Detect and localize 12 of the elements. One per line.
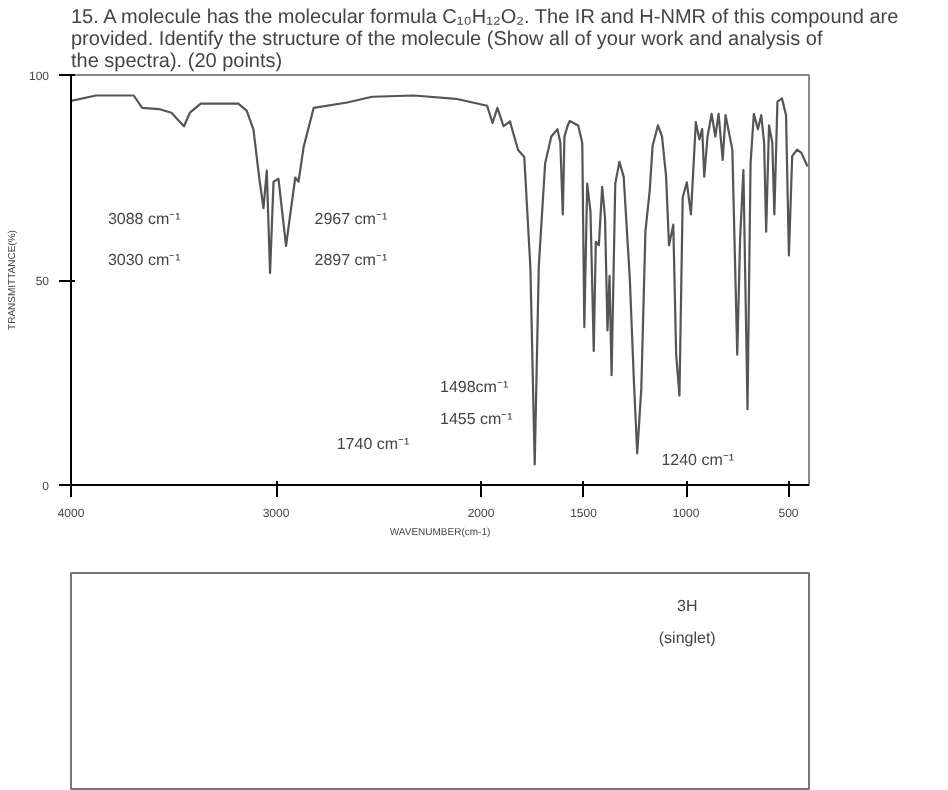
text: (singlet) [658,629,717,648]
line-series [71,94,809,466]
annotation: 2897 cm⁻¹ [314,250,388,269]
annotation: 1740 cm⁻¹ [336,435,411,453]
annotation: 2967 cm⁻¹ [314,209,388,228]
chart-title: 15. A molecule has the molecular formula C₁₀H₁₂O₂. The IR and H-NMR of this compound are provided. Identify the structure of the molecule (Show all of your work and analysis of the spectra). (20 points) [71,7,900,73]
text: 3H [677,596,698,615]
annotation: 3030 cm⁻¹ [107,250,182,269]
annotation: 1240 cm⁻¹ [661,451,735,470]
annotation: 1498cm⁻¹ [440,377,509,396]
annotation: 3088 cm⁻¹ [107,209,182,228]
annotation: 1455 cm⁻¹ [440,410,514,429]
